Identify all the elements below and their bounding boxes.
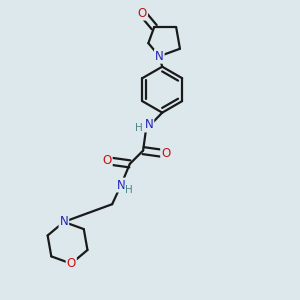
Text: N: N <box>117 178 125 192</box>
Text: H: H <box>125 185 133 195</box>
Text: O: O <box>67 257 76 270</box>
Text: N: N <box>155 50 164 63</box>
Text: N: N <box>59 215 68 228</box>
Text: H: H <box>135 123 142 133</box>
Text: O: O <box>138 7 147 20</box>
Text: N: N <box>145 118 153 131</box>
Text: O: O <box>103 154 112 167</box>
Text: O: O <box>161 147 170 160</box>
